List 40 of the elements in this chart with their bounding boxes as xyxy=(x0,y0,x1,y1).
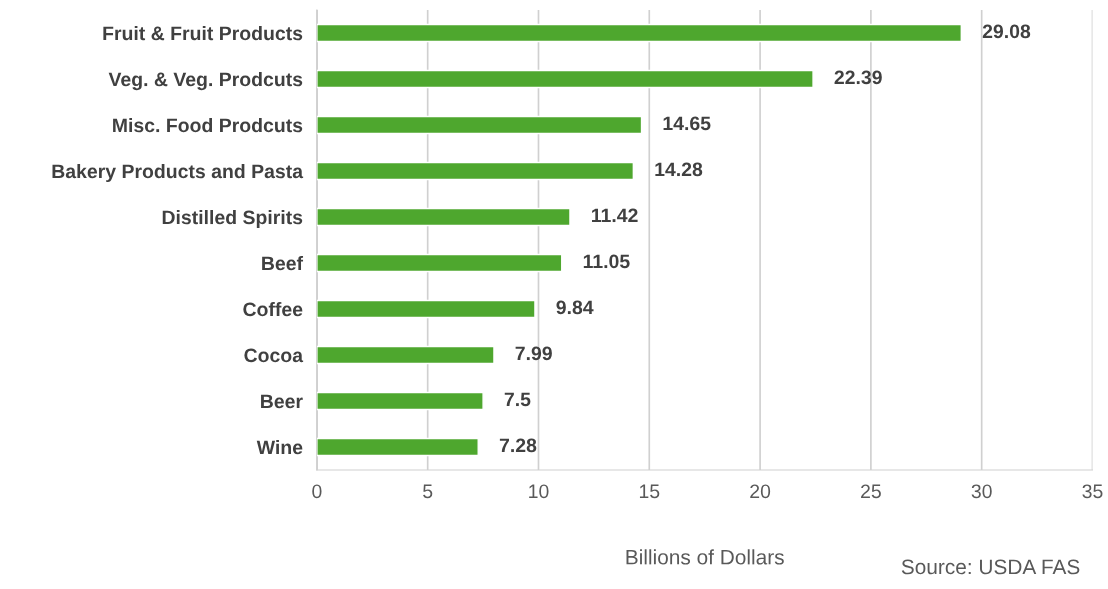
y-tick-label: Fruit & Fruit Products xyxy=(103,25,303,41)
bar xyxy=(316,345,495,365)
bar xyxy=(316,391,484,411)
y-tick-label: Distilled Spirits xyxy=(162,209,303,229)
y-tick-label: Veg. & Veg. Prodcuts xyxy=(108,71,303,91)
data-label: 7.99 xyxy=(515,346,552,361)
bar xyxy=(316,115,643,135)
x-tick-label: 0 xyxy=(312,484,322,499)
x-tick-label: 30 xyxy=(971,484,992,499)
y-tick-label: Bakery Products and Pasta xyxy=(52,163,304,183)
source-note: Source: USDA FAS xyxy=(901,559,1080,575)
data-label: 29.08 xyxy=(982,24,1031,39)
data-label: 22.39 xyxy=(834,70,882,85)
x-tick-label: 20 xyxy=(750,484,771,499)
y-tick-label: Beef xyxy=(262,255,304,271)
data-label: 14.65 xyxy=(663,116,711,131)
data-label: 9.84 xyxy=(556,300,594,315)
x-tick-label: 35 xyxy=(1082,484,1103,499)
y-tick-label: Wine xyxy=(256,439,303,455)
data-label: 11.42 xyxy=(592,208,638,223)
x-tick-label: 15 xyxy=(639,484,660,499)
bar xyxy=(316,23,962,43)
bar xyxy=(316,161,635,181)
bar xyxy=(316,299,536,319)
y-tick-label: Misc. Food Prodcuts xyxy=(113,117,303,133)
data-label: 7.28 xyxy=(499,438,537,453)
bar xyxy=(316,437,479,457)
x-tick-label: 5 xyxy=(423,484,433,499)
data-label: 14.28 xyxy=(655,162,703,177)
x-tick-label: 25 xyxy=(861,484,881,499)
bar xyxy=(316,253,563,273)
y-tick-label: Coffee xyxy=(243,301,303,317)
y-tick-label: Cocoa xyxy=(244,348,304,363)
y-tick-label: Beer xyxy=(261,394,303,409)
data-label: 7.5 xyxy=(504,392,531,407)
x-axis-title: Billions of Dollars xyxy=(626,549,784,565)
bar xyxy=(316,69,814,89)
data-label: 11.05 xyxy=(583,254,630,269)
x-tick-label: 10 xyxy=(529,484,549,499)
bar xyxy=(316,207,571,227)
